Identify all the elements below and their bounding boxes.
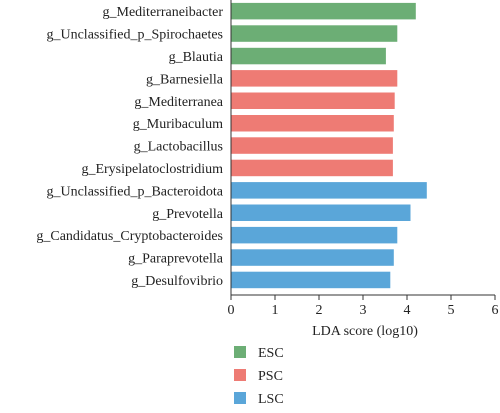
category-label: g_Mediterranea xyxy=(134,95,223,110)
category-label: g_Erysipelatoclostridium xyxy=(81,162,223,177)
bars-layer xyxy=(231,2,427,289)
legend-label-lsc: LSC xyxy=(258,392,284,407)
category-label: g_Prevotella xyxy=(152,207,224,222)
category-label: g_Blautia xyxy=(169,50,224,65)
category-labels: g_Mediterraneibacter g_Unclassified_p_Spi… xyxy=(36,5,223,289)
bar-g-unclassified-p-spirochaetes xyxy=(231,25,398,42)
category-label: g_Desulfovibrio xyxy=(131,274,223,289)
bar-g-candidatus-cryptobacteroides xyxy=(231,226,398,244)
bar-g-lactobacillus xyxy=(231,137,393,154)
bar-g-barnesiella xyxy=(231,70,398,87)
legend-label-psc: PSC xyxy=(258,369,283,384)
category-label: g_Unclassified_p_Spirochaetes xyxy=(46,28,223,43)
x-tick-label: 2 xyxy=(316,303,323,318)
bar-g-erysipelatoclostridium xyxy=(231,159,393,177)
x-tick-label: 4 xyxy=(404,303,411,318)
category-label: g_Muribaculum xyxy=(133,117,223,132)
bar-g-blautia xyxy=(231,47,386,65)
bar-g-mediterranea xyxy=(231,92,395,109)
category-label: g_Mediterraneibacter xyxy=(103,5,224,20)
x-tick-label: 0 xyxy=(228,303,235,318)
legend-swatch-psc xyxy=(234,369,246,381)
category-label: g_Lactobacillus xyxy=(134,140,223,155)
legend-swatch-lsc xyxy=(234,392,246,404)
x-axis: 0 1 2 3 4 5 6 xyxy=(228,0,499,318)
bar-g-mediterraneibacter xyxy=(231,2,416,20)
legend-swatch-esc xyxy=(234,346,246,358)
x-axis-title: LDA score (log10) xyxy=(312,324,418,339)
category-label: g_Unclassified_p_Bacteroidota xyxy=(46,184,223,199)
x-tick-label: 3 xyxy=(360,303,367,318)
bar-g-unclassified-p-bacteroidota xyxy=(231,182,427,199)
x-tick-label: 5 xyxy=(448,303,455,318)
bar-g-muribaculum xyxy=(231,115,394,132)
legend: ESC PSC LSC xyxy=(234,346,284,407)
category-label: g_Paraprevotella xyxy=(128,252,224,267)
x-tick-label: 1 xyxy=(272,303,279,318)
bar-g-paraprevotella xyxy=(231,249,394,266)
legend-label-esc: ESC xyxy=(258,346,284,361)
category-label: g_Candidatus_Cryptobacteroides xyxy=(36,229,223,244)
bar-g-desulfovibrio xyxy=(231,271,391,289)
category-label: g_Barnesiella xyxy=(146,72,224,87)
bar-g-prevotella xyxy=(231,204,411,221)
x-tick-label: 6 xyxy=(492,303,499,318)
